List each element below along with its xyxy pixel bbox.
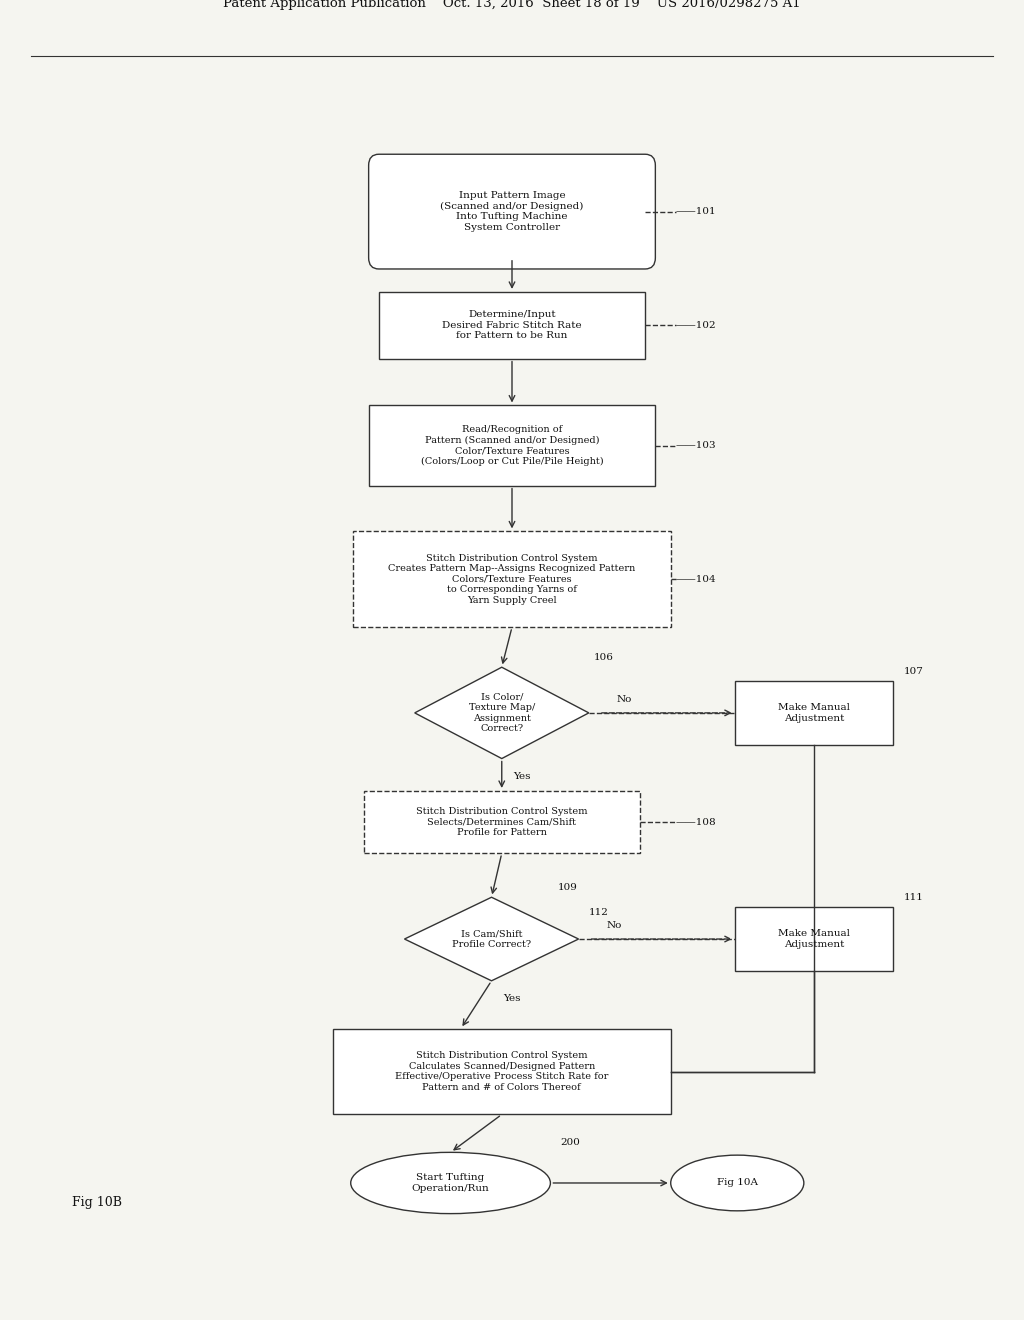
Polygon shape bbox=[404, 898, 579, 981]
Text: Read/Recognition of
Pattern (Scanned and/or Designed)
Color/Texture Features
(Co: Read/Recognition of Pattern (Scanned and… bbox=[421, 425, 603, 466]
FancyBboxPatch shape bbox=[735, 907, 893, 970]
Text: No: No bbox=[616, 694, 633, 704]
Text: Is Color/
Texture Map/
Assignment
Correct?: Is Color/ Texture Map/ Assignment Correc… bbox=[469, 693, 535, 733]
Text: Stitch Distribution Control System
Calculates Scanned/Designed Pattern
Effective: Stitch Distribution Control System Calcu… bbox=[395, 1052, 608, 1092]
Text: Determine/Input
Desired Fabric Stitch Rate
for Pattern to be Run: Determine/Input Desired Fabric Stitch Ra… bbox=[442, 310, 582, 341]
Text: Make Manual
Adjustment: Make Manual Adjustment bbox=[778, 704, 850, 722]
Text: Input Pattern Image
(Scanned and/or Designed)
Into Tufting Machine
System Contro: Input Pattern Image (Scanned and/or Desi… bbox=[440, 191, 584, 232]
Text: ——101: ——101 bbox=[676, 207, 717, 216]
Text: No: No bbox=[606, 921, 623, 931]
Ellipse shape bbox=[350, 1152, 551, 1213]
Text: Patent Application Publication    Oct. 13, 2016  Sheet 18 of 19    US 2016/02982: Patent Application Publication Oct. 13, … bbox=[223, 0, 801, 11]
Text: 107: 107 bbox=[904, 667, 924, 676]
Text: ——108: ——108 bbox=[676, 817, 717, 826]
Text: 112: 112 bbox=[589, 908, 608, 917]
Text: Start Tufting
Operation/Run: Start Tufting Operation/Run bbox=[412, 1173, 489, 1193]
Text: 109: 109 bbox=[558, 883, 578, 892]
Text: 106: 106 bbox=[594, 652, 613, 661]
Text: Stitch Distribution Control System
Creates Pattern Map--Assigns Recognized Patte: Stitch Distribution Control System Creat… bbox=[388, 554, 636, 605]
Ellipse shape bbox=[671, 1155, 804, 1210]
Text: 200: 200 bbox=[561, 1138, 581, 1147]
Text: Is Cam/Shift
Profile Correct?: Is Cam/Shift Profile Correct? bbox=[452, 929, 531, 949]
Text: Fig 10A: Fig 10A bbox=[717, 1179, 758, 1188]
Text: ——104: ——104 bbox=[676, 574, 717, 583]
Text: Fig 10B: Fig 10B bbox=[72, 1196, 122, 1209]
FancyBboxPatch shape bbox=[333, 1028, 671, 1114]
Polygon shape bbox=[415, 667, 589, 759]
FancyBboxPatch shape bbox=[369, 154, 655, 269]
Text: Stitch Distribution Control System
Selects/Determines Cam/Shift
Profile for Patt: Stitch Distribution Control System Selec… bbox=[416, 807, 588, 837]
Bar bbox=[353, 532, 671, 627]
FancyBboxPatch shape bbox=[369, 405, 655, 486]
Text: Yes: Yes bbox=[513, 772, 531, 781]
FancyBboxPatch shape bbox=[735, 681, 893, 744]
Text: ——102: ——102 bbox=[676, 321, 717, 330]
FancyBboxPatch shape bbox=[379, 292, 645, 359]
Text: 111: 111 bbox=[904, 892, 924, 902]
Text: Yes: Yes bbox=[503, 994, 521, 1003]
Text: Make Manual
Adjustment: Make Manual Adjustment bbox=[778, 929, 850, 949]
Text: ——103: ——103 bbox=[676, 441, 717, 450]
Bar bbox=[364, 791, 640, 853]
